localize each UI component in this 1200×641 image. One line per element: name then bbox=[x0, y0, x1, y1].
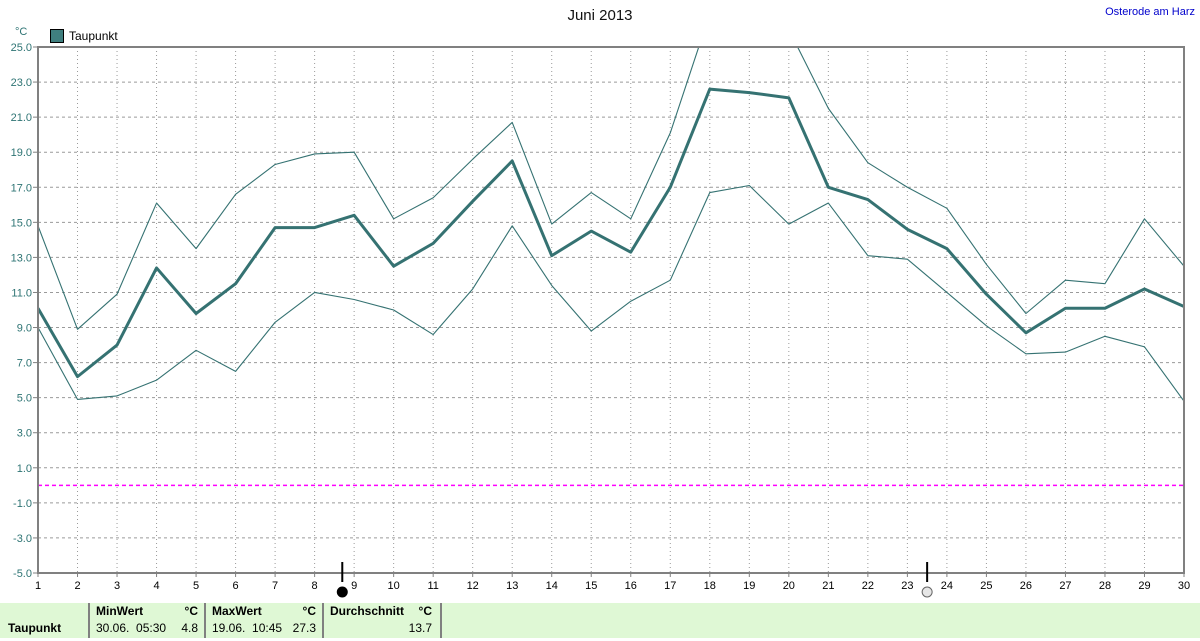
svg-text:17.0: 17.0 bbox=[11, 182, 32, 194]
svg-text:28: 28 bbox=[1099, 580, 1111, 592]
y-axis-unit-label: °C bbox=[15, 26, 28, 38]
minwert-column: MinWert °C 30.06. 05:30 4.8 bbox=[90, 603, 204, 638]
station-name: Osterode am Harz bbox=[1105, 6, 1195, 18]
svg-text:11.0: 11.0 bbox=[11, 287, 32, 299]
status-divider bbox=[322, 603, 324, 638]
svg-text:21: 21 bbox=[822, 580, 834, 592]
minwert-unit: °C bbox=[184, 604, 198, 618]
svg-text:23.0: 23.0 bbox=[11, 77, 32, 89]
minwert-date: 30.06. 05:30 bbox=[96, 621, 167, 635]
svg-text:13: 13 bbox=[506, 580, 518, 592]
legend-label: Taupunkt bbox=[69, 29, 118, 43]
svg-text:-5.0: -5.0 bbox=[13, 568, 32, 580]
status-row-label: Taupunkt bbox=[8, 621, 62, 635]
maxwert-header: MaxWert bbox=[212, 604, 262, 618]
durchschnitt-column: Durchschnitt °C 13.7 bbox=[324, 603, 438, 638]
grid-layer bbox=[37, 47, 1185, 573]
svg-text:7.0: 7.0 bbox=[17, 358, 32, 370]
svg-text:14: 14 bbox=[546, 580, 558, 592]
maxwert-date: 19.06. 10:45 bbox=[212, 621, 283, 635]
durchschnitt-unit: °C bbox=[418, 604, 432, 618]
maxwert-value: 27.3 bbox=[292, 621, 316, 635]
svg-text:2: 2 bbox=[74, 580, 80, 592]
svg-text:1.0: 1.0 bbox=[17, 463, 32, 475]
svg-text:19: 19 bbox=[743, 580, 755, 592]
svg-text:30: 30 bbox=[1178, 580, 1190, 592]
status-divider bbox=[88, 603, 90, 638]
svg-text:4: 4 bbox=[153, 580, 159, 592]
status-divider bbox=[440, 603, 442, 638]
moon-phase-markers bbox=[336, 562, 933, 598]
svg-text:26: 26 bbox=[1020, 580, 1032, 592]
durchschnitt-value: 13.7 bbox=[408, 621, 432, 635]
page-title: Juni 2013 bbox=[567, 7, 633, 24]
maxwert-unit: °C bbox=[302, 604, 316, 618]
svg-text:5.0: 5.0 bbox=[17, 393, 32, 405]
svg-text:16: 16 bbox=[625, 580, 637, 592]
svg-text:18: 18 bbox=[704, 580, 716, 592]
minwert-value: 4.8 bbox=[181, 621, 198, 635]
series-layer bbox=[38, 46, 1184, 402]
svg-text:22: 22 bbox=[862, 580, 874, 592]
svg-text:27: 27 bbox=[1059, 580, 1071, 592]
svg-text:24: 24 bbox=[941, 580, 953, 592]
svg-text:11: 11 bbox=[427, 580, 438, 592]
legend: Taupunkt bbox=[50, 29, 118, 43]
svg-text:6: 6 bbox=[233, 580, 239, 592]
svg-text:9: 9 bbox=[351, 580, 357, 592]
svg-text:15.0: 15.0 bbox=[11, 217, 32, 229]
svg-text:12: 12 bbox=[467, 580, 479, 592]
svg-text:17: 17 bbox=[664, 580, 676, 592]
x-axis-labels: 1 2 3 4 5 6 7 8 9 10 11 12 13 14 15 16 17 18 19 20 21 22 23 24 2… bbox=[35, 580, 1190, 592]
minwert-header: MinWert bbox=[96, 604, 144, 618]
svg-text:-3.0: -3.0 bbox=[13, 533, 32, 545]
svg-text:8: 8 bbox=[312, 580, 318, 592]
axes-layer bbox=[33, 46, 1185, 577]
svg-text:29: 29 bbox=[1138, 580, 1150, 592]
svg-text:3.0: 3.0 bbox=[17, 428, 32, 440]
status-bar: Taupunkt MinWert °C 30.06. 05:30 4.8 Max… bbox=[0, 603, 1200, 638]
svg-text:20: 20 bbox=[783, 580, 795, 592]
svg-text:25: 25 bbox=[980, 580, 992, 592]
maxwert-column: MaxWert °C 19.06. 10:45 27.3 bbox=[206, 603, 322, 638]
svg-text:7: 7 bbox=[272, 580, 278, 592]
svg-text:13.0: 13.0 bbox=[11, 252, 32, 264]
svg-text:5: 5 bbox=[193, 580, 199, 592]
svg-text:10: 10 bbox=[388, 580, 400, 592]
svg-text:1: 1 bbox=[35, 580, 41, 592]
svg-text:3: 3 bbox=[114, 580, 120, 592]
svg-text:9.0: 9.0 bbox=[17, 323, 32, 335]
status-divider bbox=[204, 603, 206, 638]
chart-canvas: 1 2 3 4 5 6 7 8 9 10 11 12 13 14 15 16 17 18 19 20 21 22 23 24 2… bbox=[11, 42, 1190, 598]
durchschnitt-header: Durchschnitt bbox=[330, 604, 405, 618]
svg-text:19.0: 19.0 bbox=[11, 147, 32, 159]
legend-swatch-icon bbox=[50, 29, 64, 43]
svg-text:21.0: 21.0 bbox=[11, 112, 32, 124]
y-axis-labels: 25.0 23.0 21.0 19.0 17.0 15.0 13.0 11.0 9.0 7.0 5.… bbox=[11, 42, 32, 580]
svg-text:23: 23 bbox=[901, 580, 913, 592]
svg-text:25.0: 25.0 bbox=[11, 42, 32, 54]
svg-text:15: 15 bbox=[585, 580, 597, 592]
svg-text:-1.0: -1.0 bbox=[13, 498, 32, 510]
